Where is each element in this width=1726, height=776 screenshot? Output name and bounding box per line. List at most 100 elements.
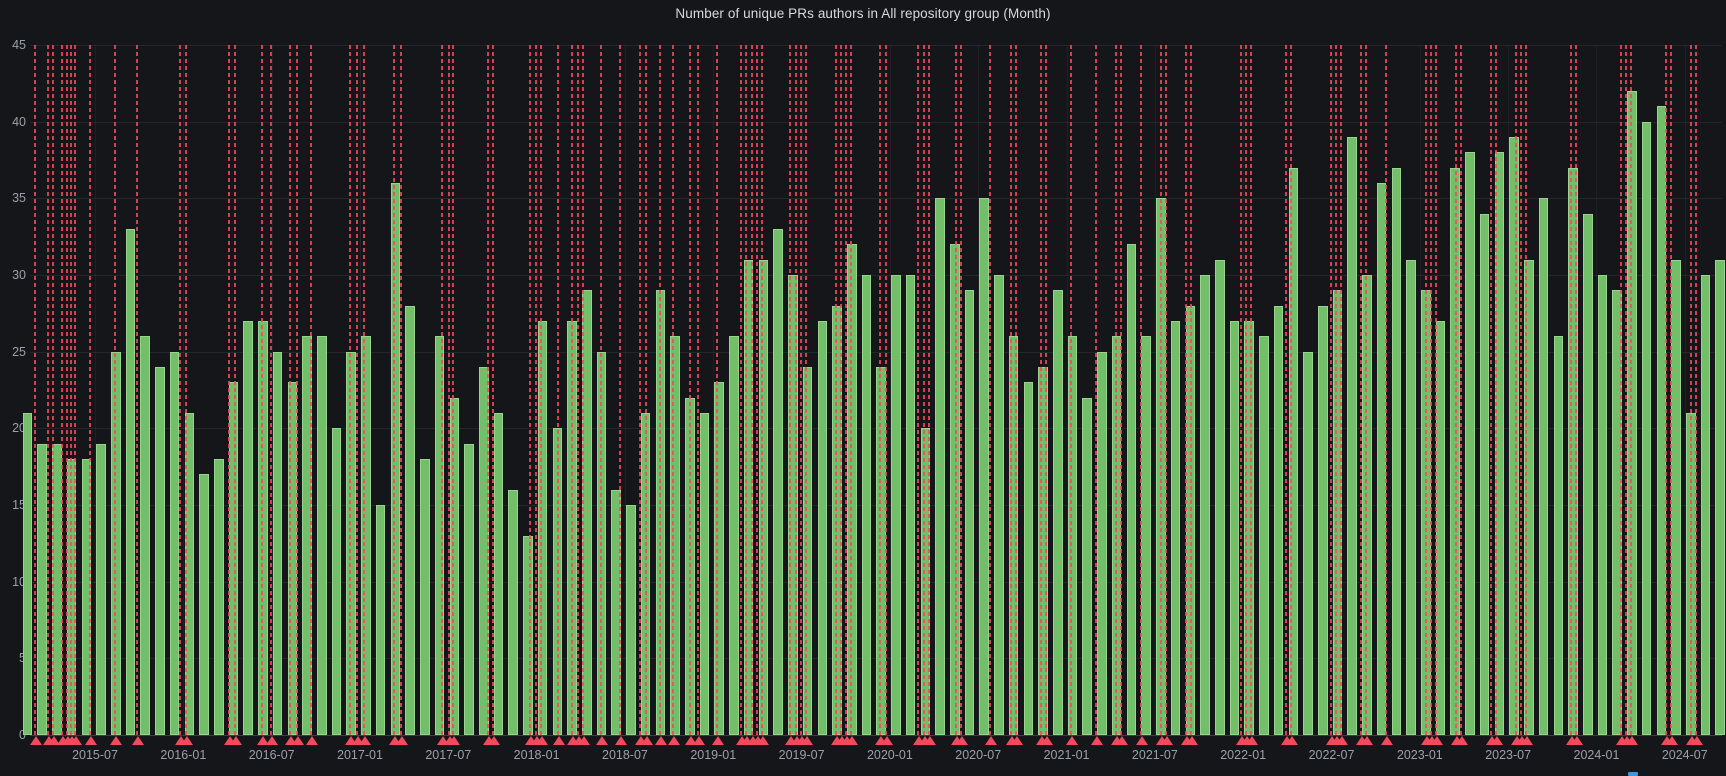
annotation-marker-21[interactable] xyxy=(359,736,371,745)
bar-2015-02[interactable] xyxy=(22,413,33,735)
bar-2017-05[interactable] xyxy=(420,459,430,735)
annotation-marker-32[interactable] xyxy=(553,736,565,745)
bar-2017-03[interactable] xyxy=(390,183,401,735)
annotation-marker-42[interactable] xyxy=(685,736,697,745)
annotation-marker-67[interactable] xyxy=(1011,736,1023,745)
bar-2017-07[interactable] xyxy=(449,397,460,735)
annotation-marker-13[interactable] xyxy=(230,736,242,745)
bar-2023-05[interactable] xyxy=(1479,213,1490,735)
bar-2015-03[interactable] xyxy=(37,443,47,735)
bar-2016-02[interactable] xyxy=(199,474,209,735)
annotation-marker-108[interactable] xyxy=(1691,736,1703,745)
bar-2019-05[interactable] xyxy=(773,229,783,735)
bar-2023-09[interactable] xyxy=(1538,198,1549,735)
annotation-marker-39[interactable] xyxy=(641,736,653,745)
bar-2021-03[interactable] xyxy=(1097,351,1107,735)
bar-2017-04[interactable] xyxy=(405,305,415,735)
annotation-marker-106[interactable] xyxy=(1666,736,1678,745)
annotation-marker-73[interactable] xyxy=(1116,736,1128,745)
bar-2019-11[interactable] xyxy=(861,275,872,735)
annotation-marker-26[interactable] xyxy=(448,736,460,745)
bar-2023-08[interactable] xyxy=(1524,259,1534,735)
bar-2023-04[interactable] xyxy=(1465,152,1475,735)
annotation-marker-31[interactable] xyxy=(536,736,548,745)
annotation-marker-104[interactable] xyxy=(1626,736,1638,745)
bar-2024-01[interactable] xyxy=(1597,275,1608,735)
bar-2017-08[interactable] xyxy=(464,443,474,735)
bar-2020-08[interactable] xyxy=(994,275,1004,735)
bar-2022-11[interactable] xyxy=(1391,167,1402,735)
annotation-marker-86[interactable] xyxy=(1336,736,1348,745)
bar-2020-06[interactable] xyxy=(964,290,975,735)
bar-2022-02[interactable] xyxy=(1259,336,1269,735)
bar-2020-02[interactable] xyxy=(905,275,916,735)
annotation-marker-88[interactable] xyxy=(1361,736,1373,745)
annotation-marker-43[interactable] xyxy=(693,736,705,745)
annotation-marker-94[interactable] xyxy=(1456,736,1468,745)
bar-2017-11[interactable] xyxy=(508,489,518,735)
bar-2017-10[interactable] xyxy=(493,413,504,735)
bar-2024-08[interactable] xyxy=(1700,275,1711,735)
bar-2024-06[interactable] xyxy=(1671,259,1681,735)
annotation-marker-18[interactable] xyxy=(306,736,318,745)
bar-2018-07[interactable] xyxy=(626,505,636,735)
annotation-marker-71[interactable] xyxy=(1091,736,1103,745)
annotation-marker-0[interactable] xyxy=(30,736,42,745)
bar-2016-03[interactable] xyxy=(213,459,224,735)
annotation-marker-22[interactable] xyxy=(389,736,401,745)
bar-2020-01[interactable] xyxy=(891,275,901,735)
bar-2015-11[interactable] xyxy=(155,367,165,735)
bar-2015-12[interactable] xyxy=(169,351,180,735)
annotation-marker-89[interactable] xyxy=(1381,736,1393,745)
annotation-marker-7[interactable] xyxy=(85,736,97,745)
annotation-marker-96[interactable] xyxy=(1491,736,1503,745)
bar-2015-07[interactable] xyxy=(96,443,106,735)
bar-2017-01[interactable] xyxy=(361,336,371,735)
annotation-marker-20[interactable] xyxy=(352,736,364,745)
bar-2022-01[interactable] xyxy=(1244,321,1254,735)
bar-2020-11[interactable] xyxy=(1038,367,1048,735)
annotation-marker-81[interactable] xyxy=(1246,736,1258,745)
annotation-marker-36[interactable] xyxy=(596,736,608,745)
bar-2015-09[interactable] xyxy=(125,229,136,735)
bar-2021-11[interactable] xyxy=(1214,259,1225,735)
annotation-marker-59[interactable] xyxy=(881,736,893,745)
bar-2016-07[interactable] xyxy=(272,351,283,735)
annotation-marker-15[interactable] xyxy=(266,736,278,745)
annotation-marker-37[interactable] xyxy=(615,736,627,745)
bar-2023-02[interactable] xyxy=(1435,321,1446,735)
annotation-marker-99[interactable] xyxy=(1521,736,1533,745)
annotation-marker-62[interactable] xyxy=(924,736,936,745)
annotation-marker-53[interactable] xyxy=(801,736,813,745)
bar-2018-01[interactable] xyxy=(537,321,548,735)
annotation-marker-28[interactable] xyxy=(488,736,500,745)
bar-2021-08[interactable] xyxy=(1170,321,1181,735)
bar-2022-06[interactable] xyxy=(1317,305,1328,735)
bar-2015-10[interactable] xyxy=(140,336,150,735)
panel-title[interactable]: Number of unique PRs authors in All repo… xyxy=(675,6,1051,21)
bar-2018-10[interactable] xyxy=(670,336,680,735)
annotation-marker-92[interactable] xyxy=(1431,736,1443,745)
bar-2019-08[interactable] xyxy=(817,321,828,735)
bar-2017-12[interactable] xyxy=(523,535,533,735)
bar-2022-08[interactable] xyxy=(1347,137,1357,735)
bar-2019-04[interactable] xyxy=(758,259,769,735)
bar-2019-03[interactable] xyxy=(743,259,754,735)
bar-2021-01[interactable] xyxy=(1067,336,1078,735)
annotation-marker-11[interactable] xyxy=(181,736,193,745)
bar-2021-10[interactable] xyxy=(1200,275,1210,735)
annotation-marker-57[interactable] xyxy=(846,736,858,745)
annotation-marker-14[interactable] xyxy=(257,736,269,745)
annotation-marker-2[interactable] xyxy=(48,736,60,745)
bar-2021-02[interactable] xyxy=(1082,397,1093,735)
bar-2016-05[interactable] xyxy=(243,321,253,735)
bar-2023-12[interactable] xyxy=(1582,213,1593,735)
bar-2022-04[interactable] xyxy=(1288,167,1299,735)
annotation-marker-69[interactable] xyxy=(1041,736,1053,745)
annotation-marker-23[interactable] xyxy=(396,736,408,745)
annotation-marker-76[interactable] xyxy=(1161,736,1173,745)
bar-2016-10[interactable] xyxy=(317,336,327,735)
bar-2020-07[interactable] xyxy=(979,198,989,735)
annotation-marker-78[interactable] xyxy=(1186,736,1198,745)
annotation-marker-35[interactable] xyxy=(578,736,590,745)
